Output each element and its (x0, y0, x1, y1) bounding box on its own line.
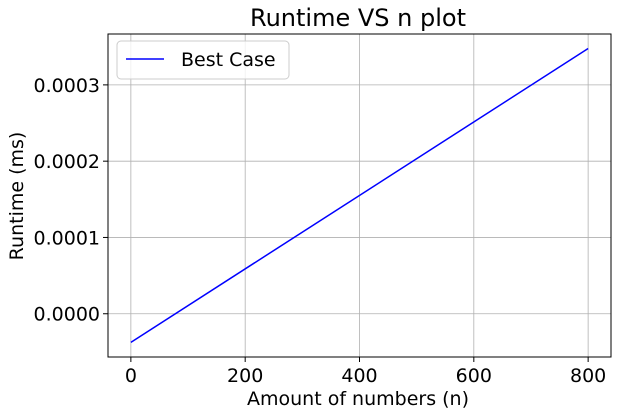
x-tick-label: 0 (125, 365, 137, 387)
legend: Best Case (116, 40, 290, 80)
x-tick-label: 800 (570, 365, 606, 387)
y-tick-label: 0.0001 (34, 227, 100, 249)
series-line-best-case (130, 47, 589, 343)
x-tick-label: 200 (227, 365, 263, 387)
x-tick-label: 600 (456, 365, 492, 387)
y-axis-label: Runtime (ms) (6, 132, 28, 261)
x-axis-label: Amount of numbers (n) (247, 388, 469, 410)
legend-box (116, 40, 290, 80)
series-lines (130, 47, 589, 343)
y-tick-label: 0.0003 (34, 75, 100, 97)
y-tick-label: 0.0000 (34, 304, 100, 326)
y-tick-label: 0.0002 (34, 151, 100, 173)
legend-entry-best-case: Best Case (181, 49, 276, 71)
x-axis-ticks: 0 200 400 600 800 (125, 357, 606, 387)
grid-lines (108, 34, 611, 357)
y-axis-ticks: 0.0000 0.0001 0.0002 0.0003 (34, 75, 108, 326)
chart-title: Runtime VS n plot (250, 4, 466, 32)
x-tick-label: 400 (341, 365, 377, 387)
